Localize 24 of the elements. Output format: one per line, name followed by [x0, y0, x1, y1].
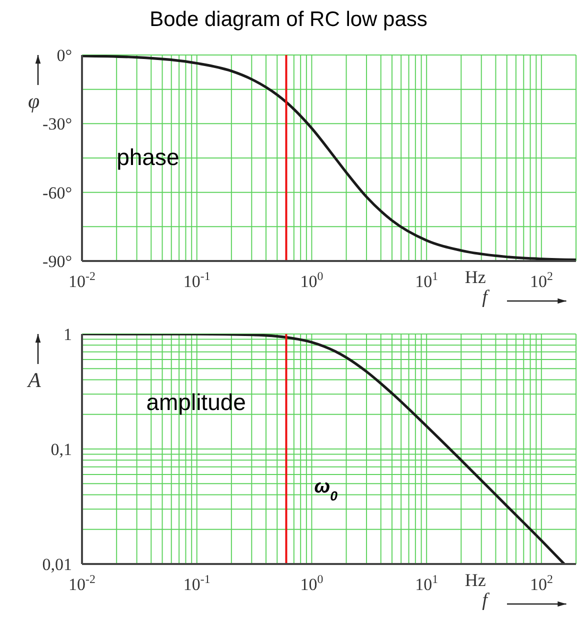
y-tick-label: -60°: [42, 183, 72, 202]
x-tick-label: 10$^{-2}$: [68, 572, 96, 594]
x-axis-title: f: [482, 287, 488, 309]
x-tick-label: 10$^{0}$: [300, 269, 324, 291]
x-axis-title: f: [482, 590, 488, 612]
y-axis-title: A: [28, 368, 41, 393]
text: Hz: [464, 570, 486, 591]
y-tick-label: 0,01: [42, 555, 72, 574]
x-tick-label: 10$^{2}$: [530, 269, 553, 291]
y-tick-label: 1: [64, 325, 72, 344]
x-tick-label: 10$^{0}$: [300, 572, 324, 594]
x-tick-label: 10$^{2}$: [530, 572, 553, 594]
x-tick-label: 10$^{-1}$: [183, 269, 210, 291]
y-axis-title: φ: [28, 89, 40, 114]
y-tick-label: 0,1: [50, 440, 72, 459]
x-tick-label: 10$^{1}$: [415, 269, 438, 291]
y-tick-label: -30°: [42, 114, 72, 134]
y-tick-label: -90°: [42, 252, 72, 271]
x-tick-label: 10$^{-1}$: [183, 572, 210, 594]
x-tick-label: 10$^{-2}$: [68, 269, 96, 291]
chart-title: Bode diagram of RC low pass: [148, 8, 428, 32]
y-tick-label: 0°: [56, 46, 72, 65]
text: Hz: [464, 267, 486, 288]
x-tick-label: 10$^{1}$: [415, 572, 438, 594]
